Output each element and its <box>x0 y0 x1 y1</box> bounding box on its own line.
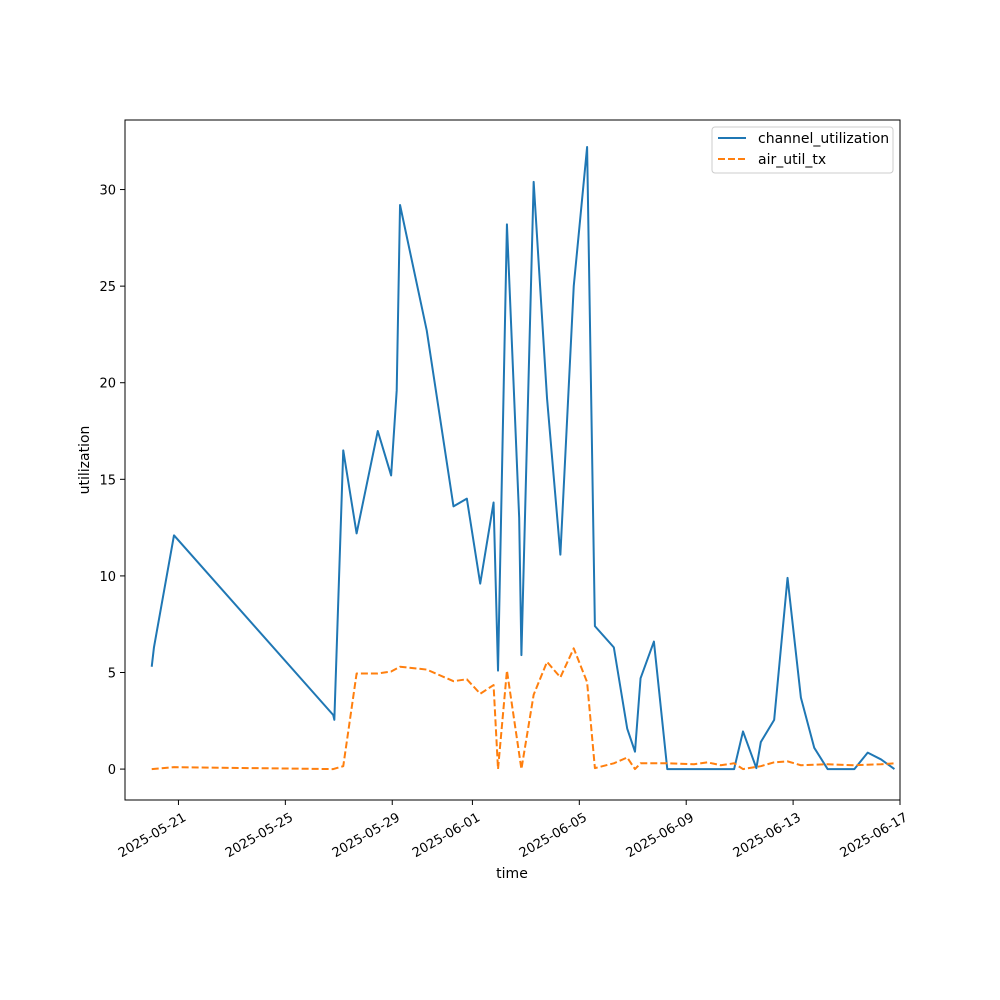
y-tick-label: 30 <box>99 184 116 199</box>
series-line-channel-utilization <box>150 146 896 771</box>
series-layer <box>150 146 896 771</box>
y-axis-label: utilization <box>77 426 93 495</box>
legend-label-air-util-tx: air_util_tx <box>758 152 826 168</box>
y-tick-label: 5 <box>108 667 116 682</box>
legend-label-channel-utilization: channel_utilization <box>758 131 889 147</box>
y-tick-label: 15 <box>99 473 116 488</box>
y-axis: 0 5 10 15 20 25 30 <box>99 184 125 778</box>
y-tick-label: 25 <box>99 280 116 295</box>
y-tick-label: 20 <box>99 377 116 392</box>
legend: channel_utilization air_util_tx <box>711 126 894 174</box>
y-tick-label: 0 <box>108 763 116 778</box>
y-tick-label: 10 <box>99 570 116 585</box>
legend-box <box>711 126 894 174</box>
plot-area-frame <box>124 119 901 801</box>
x-axis-label: time <box>496 866 528 882</box>
series-line-air-util-tx <box>151 647 895 771</box>
